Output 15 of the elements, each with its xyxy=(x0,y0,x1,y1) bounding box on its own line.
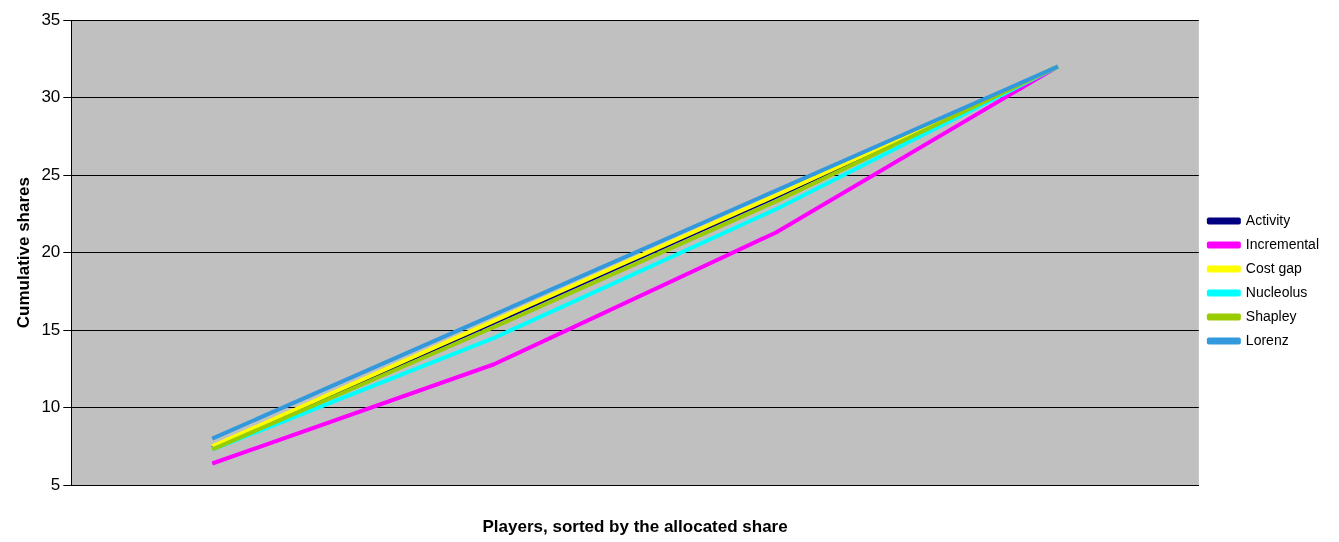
y-axis-title: Cumulative shares xyxy=(13,177,33,329)
legend-label: Cost gap xyxy=(1245,259,1303,276)
legend-label: Activity xyxy=(1245,211,1291,228)
x-axis-title: Players, sorted by the allocated share xyxy=(482,517,788,537)
y-tick-label: 25 xyxy=(41,164,61,184)
y-tick-label: 10 xyxy=(41,397,61,417)
legend-label: Lorenz xyxy=(1245,331,1289,348)
legend-label: Incremental xyxy=(1245,235,1320,252)
legend-label: Shapley xyxy=(1245,307,1297,324)
legend-label: Nucleolus xyxy=(1245,283,1308,300)
y-tick-label: 5 xyxy=(50,474,61,494)
y-tick-label: 35 xyxy=(41,9,61,29)
y-tick-label: 30 xyxy=(41,87,61,107)
y-tick-label: 15 xyxy=(41,319,61,339)
y-tick-label: 20 xyxy=(41,242,61,262)
